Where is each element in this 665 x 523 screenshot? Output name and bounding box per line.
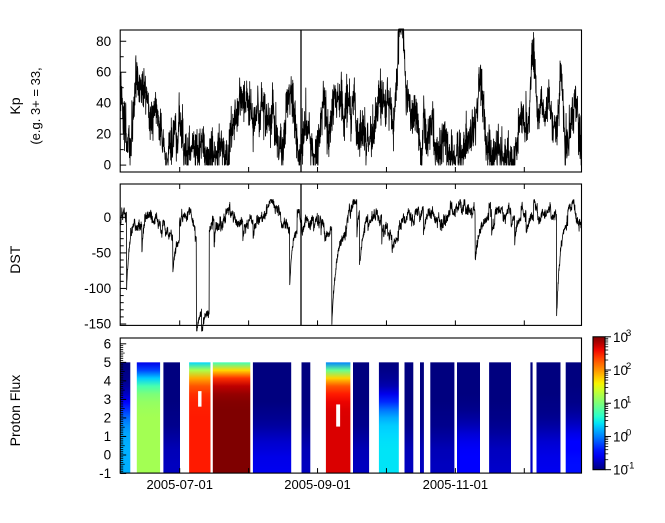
svg-text:Kp: Kp — [7, 97, 23, 114]
svg-text:DST: DST — [7, 245, 23, 273]
svg-text:6: 6 — [104, 336, 112, 351]
svg-text:2: 2 — [104, 410, 112, 425]
svg-text:60: 60 — [96, 65, 111, 80]
svg-text:3: 3 — [626, 328, 631, 339]
svg-text:1: 1 — [104, 429, 112, 444]
svg-text:2: 2 — [626, 361, 631, 372]
svg-text:3: 3 — [104, 392, 112, 407]
svg-text:20: 20 — [96, 127, 111, 142]
svg-text:(e.g. 3+ = 33,: (e.g. 3+ = 33, — [28, 67, 43, 144]
svg-text:-1: -1 — [626, 461, 634, 472]
svg-text:0: 0 — [104, 158, 112, 173]
svg-text:2005-09-01: 2005-09-01 — [284, 477, 351, 492]
svg-text:0: 0 — [104, 210, 112, 225]
svg-text:4: 4 — [104, 373, 112, 388]
svg-text:Proton Flux: Proton Flux — [7, 375, 23, 447]
svg-text:5: 5 — [104, 355, 112, 370]
svg-text:0: 0 — [626, 427, 631, 438]
svg-text:80: 80 — [96, 34, 111, 49]
svg-text:-150: -150 — [84, 317, 111, 332]
svg-text:-50: -50 — [92, 245, 112, 260]
svg-text:-1: -1 — [99, 466, 111, 481]
svg-text:40: 40 — [96, 96, 111, 111]
svg-text:2005-07-01: 2005-07-01 — [146, 477, 213, 492]
svg-text:-100: -100 — [84, 281, 111, 296]
svg-text:2005-11-01: 2005-11-01 — [423, 477, 489, 492]
svg-text:1: 1 — [626, 394, 631, 405]
svg-text:0: 0 — [104, 447, 112, 462]
